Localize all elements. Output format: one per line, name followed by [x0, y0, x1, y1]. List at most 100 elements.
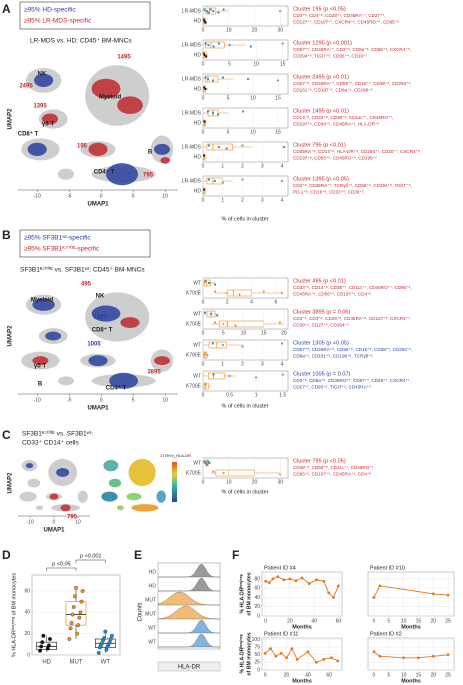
panel-label: F [232, 548, 239, 562]
data-point [282, 145, 286, 149]
x-tick-label: 30 [277, 27, 283, 33]
group-label: HD [194, 154, 202, 160]
data-point [216, 314, 219, 317]
x-label-box [157, 661, 221, 672]
x-tick-label: 0 [202, 361, 205, 367]
bracket [75, 559, 106, 563]
data-point [204, 76, 207, 79]
x-tick-label: 5 [387, 618, 390, 624]
plot-title: Patient ID #10 [370, 565, 405, 571]
cluster-markers: CD38⁺⁶, CD27⁺⁶, CD294⁺⁵ [293, 323, 349, 328]
x-tick-label: 0 [100, 193, 103, 199]
box [208, 341, 228, 349]
x-tick-label: 6 [274, 299, 277, 305]
data-point [46, 643, 51, 648]
data-point [372, 596, 376, 599]
x-tick-label: -10 [34, 397, 41, 403]
x-tick-label: 1.5 [279, 392, 286, 398]
data-point [278, 321, 282, 324]
box [205, 75, 219, 83]
y-tick-label: 50 [254, 652, 260, 658]
x-tick-label: 15 [416, 618, 422, 624]
y-axis-label: UMAP2 [8, 108, 14, 130]
x-tick-label: 20 [252, 27, 258, 33]
umap-patch [88, 142, 108, 156]
x-tick-label: 60 [326, 672, 332, 678]
y-axis-label: UMAP2 [8, 325, 14, 347]
y-axis-label: Counts [138, 602, 144, 621]
data-point [214, 283, 217, 286]
x-tick-label: 1 [221, 163, 224, 169]
x-tick-label: 15 [280, 61, 286, 67]
data-point [294, 579, 298, 583]
group-label: WT [148, 639, 156, 645]
umap-patch [154, 143, 170, 155]
x-tick-label: 0 [373, 672, 376, 678]
umap-patch [25, 463, 34, 469]
subtitle: SF3B1ᴷ⁷⁰⁰ᴱ vs. SF3B1ʷᵗ: [22, 430, 93, 438]
cluster-markers: CD3⁺⁸, CD8a⁺⁸, CD45RO⁺⁷, CD57⁺⁷, CD28⁺⁷,… [293, 378, 411, 383]
data-point [205, 353, 209, 357]
cluster-label: CD4⁺ T [94, 169, 115, 176]
x-tick-label: 5 [132, 397, 135, 403]
data-point [332, 596, 335, 599]
x-tick-label: 0 [53, 519, 56, 525]
data-point [431, 592, 435, 596]
data-point [72, 594, 77, 599]
x-tick-label: 25 [445, 672, 451, 678]
data-point [109, 633, 114, 638]
data-point [40, 640, 45, 645]
umap-cluster [36, 505, 44, 511]
legend-entry: ≥95% HD-specific [24, 7, 76, 14]
bracket [46, 567, 77, 571]
data-point [207, 281, 211, 285]
data-point [402, 656, 405, 660]
group-label: MUT [145, 597, 156, 603]
data-point [222, 471, 225, 475]
cluster-markers: CD8a⁺⁵, CD161⁺⁵, CD196⁺⁵, TCRγδ⁺⁵ [293, 354, 373, 359]
cluster-label: 795 [143, 173, 154, 179]
x-tick-label: 0 [202, 197, 205, 203]
data-point [38, 648, 43, 653]
data-point [202, 188, 206, 191]
x-tick-label: 0 [202, 392, 205, 398]
cluster-markers: CD127⁺⁷, CD197⁺⁷, CXCR4⁺⁸, CD45RO⁺⁴, CD9… [293, 20, 399, 25]
cluster-label: 1305 [93, 315, 107, 321]
data-point [322, 579, 326, 583]
cluster-title: Cluster 3895 (p = 0.06) [293, 309, 351, 315]
subtitle: SF3B1ᴷ⁷⁰⁰ᴱ vs. SF3B1ʷᵗ: CD45⁺ BM-MNCs [20, 266, 145, 274]
data-point [203, 460, 206, 463]
group-label: K700E [186, 383, 202, 389]
umap-patch [32, 298, 55, 311]
x-tick-label: 2 [226, 299, 229, 305]
box [205, 41, 225, 49]
cluster-label: 3895 [147, 370, 161, 376]
y-tick-label: 40 [254, 595, 260, 601]
x-tick-label: -10 [34, 193, 41, 199]
data-point [74, 585, 78, 590]
data-point [213, 179, 216, 183]
data-point [205, 463, 208, 466]
data-point [295, 657, 299, 661]
colorbar-label: 1778Yb_HLA-DR [160, 453, 191, 458]
y-axis-label: of BM monocytes [246, 572, 252, 615]
cluster-markers: CD57⁺⁸, CD45RA⁺⁷, CD56⁺⁷, CD16⁺⁷, CD38⁺⁶… [293, 81, 412, 86]
data-point [271, 577, 275, 581]
cluster-title: Cluster 1005 (p = 0.07) [293, 371, 351, 377]
data-point [378, 654, 382, 658]
x-tick-label: 2 [241, 163, 244, 169]
data-point [285, 656, 288, 660]
umap-patch [106, 163, 138, 186]
cluster-markers: CD14⁺⁸, CD33⁺⁸, CD38⁺⁸, CD11c⁺⁷, CD45RO⁺… [293, 115, 393, 120]
data-point [306, 650, 310, 654]
y-tick-label: 0 [27, 652, 30, 658]
x-axis-label: Months [292, 624, 312, 630]
x-tick-label: 4 [250, 299, 253, 305]
data-point [67, 637, 72, 641]
histogram-ridge [157, 591, 221, 606]
data-point [203, 19, 206, 23]
data-point [322, 657, 326, 661]
data-point [77, 615, 82, 620]
x-tick-label: 60 [336, 618, 342, 624]
